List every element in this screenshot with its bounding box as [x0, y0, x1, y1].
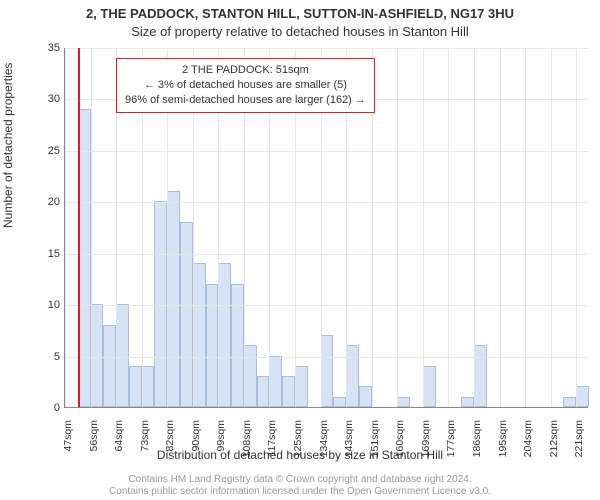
gridline-v [576, 48, 577, 407]
chart-container: 2, THE PADDOCK, STANTON HILL, SUTTON-IN-… [0, 0, 600, 500]
bar [563, 397, 576, 407]
x-tick-label: 99sqm [215, 420, 227, 452]
x-tick-label: 64sqm [113, 420, 125, 452]
bar [193, 263, 206, 407]
gridline-h [65, 254, 588, 255]
bar [269, 356, 282, 407]
y-tick-label: 30 [20, 93, 60, 105]
gridline-v [525, 48, 526, 407]
bar [244, 345, 257, 407]
footer-text: Contains HM Land Registry data © Crown c… [0, 474, 600, 498]
gridline-v [448, 48, 449, 407]
gridline-h [65, 48, 588, 49]
highlight-marker-line [78, 48, 80, 407]
bar [103, 325, 116, 407]
legend-line-2: ← 3% of detached houses are smaller (5) [125, 78, 366, 93]
bar [333, 397, 346, 407]
legend-box: 2 THE PADDOCK: 51sqm ← 3% of detached ho… [116, 58, 375, 113]
bar [295, 366, 308, 407]
gridline-v [397, 48, 398, 407]
x-tick-label: 73sqm [139, 420, 151, 452]
legend-line-3: 96% of semi-detached houses are larger (… [125, 93, 366, 108]
bar [423, 366, 436, 407]
bar [129, 366, 142, 407]
y-tick-label: 5 [20, 351, 60, 363]
x-tick-label: 47sqm [62, 420, 74, 452]
footer-line-2: Contains public sector information licen… [0, 486, 600, 498]
bar [321, 335, 334, 407]
bar [142, 366, 155, 407]
gridline-v [91, 48, 92, 407]
gridline-h [65, 357, 588, 358]
y-tick-label: 25 [20, 145, 60, 157]
bar [167, 191, 180, 407]
x-tick-label: 56sqm [88, 420, 100, 452]
y-tick-label: 15 [20, 248, 60, 260]
bar [231, 284, 244, 407]
bar [257, 376, 270, 407]
bar [397, 397, 410, 407]
legend-line-1: 2 THE PADDOCK: 51sqm [125, 63, 366, 78]
bar [474, 345, 487, 407]
gridline-h [65, 151, 588, 152]
bar [576, 386, 589, 407]
gridline-v [551, 48, 552, 407]
y-tick-label: 20 [20, 196, 60, 208]
footer-line-1: Contains HM Land Registry data © Crown c… [0, 474, 600, 486]
gridline-v [474, 48, 475, 407]
y-axis-label: Number of detached properties [1, 63, 15, 228]
y-tick-label: 35 [20, 42, 60, 54]
bar [282, 376, 295, 407]
gridline-v [500, 48, 501, 407]
x-tick-label: 82sqm [164, 420, 176, 452]
y-tick-label: 10 [20, 299, 60, 311]
bar [154, 201, 167, 407]
bar [206, 284, 219, 407]
chart-title-line2: Size of property relative to detached ho… [0, 24, 600, 39]
gridline-h [65, 202, 588, 203]
gridline-h [65, 305, 588, 306]
bar [180, 222, 193, 407]
gridline-v [423, 48, 424, 407]
bar [218, 263, 231, 407]
bar [359, 386, 372, 407]
x-axis-label: Distribution of detached houses by size … [0, 448, 600, 462]
x-tick-label: 90sqm [190, 420, 202, 452]
y-tick-label: 0 [20, 402, 60, 414]
gridline-v [65, 48, 66, 407]
chart-title-line1: 2, THE PADDOCK, STANTON HILL, SUTTON-IN-… [0, 6, 600, 21]
bar [461, 397, 474, 407]
bar [346, 345, 359, 407]
